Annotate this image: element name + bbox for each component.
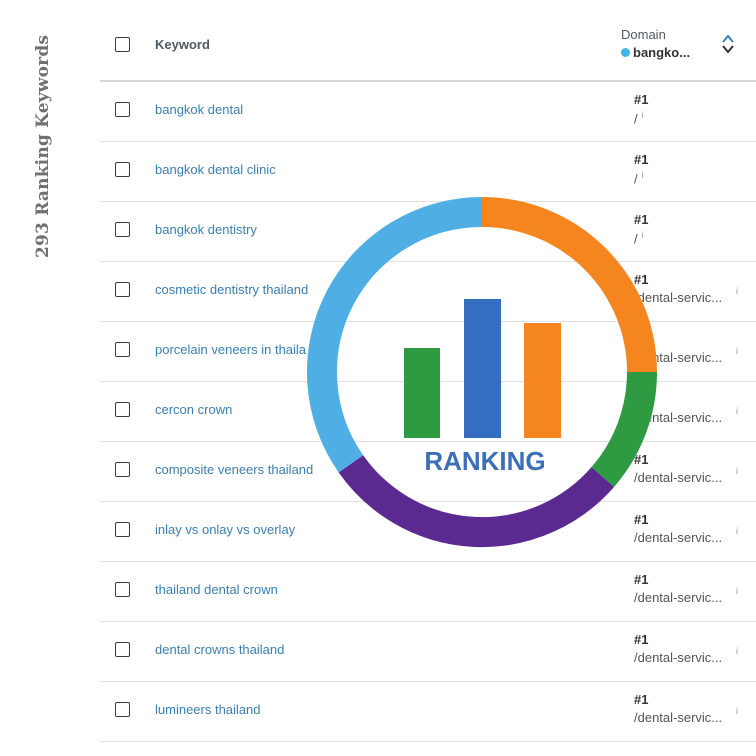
rank-position: #1 [634,512,649,527]
keyword-link[interactable]: bangkok dentistry [155,222,257,237]
info-icon[interactable]: i [736,586,738,596]
domain-color-dot [621,48,630,57]
table-row: bangkok dental clinic #1/i [100,142,756,202]
table-row: dental crowns thailand #1/dental-servic..… [100,622,756,682]
info-icon[interactable]: i [736,466,738,476]
keyword-link[interactable]: lumineers thailand [155,702,261,717]
table-row: porcelain veneers in thaila #1/dental-ser… [100,322,756,382]
ranking-url[interactable]: / i [634,110,644,126]
info-icon[interactable]: i [641,110,644,120]
info-icon[interactable]: i [736,706,738,716]
ranking-url-text: /dental-servic... [634,530,723,545]
info-icon[interactable]: i [736,406,738,416]
row-checkbox[interactable] [115,162,130,177]
select-all-checkbox[interactable] [115,37,130,52]
ranking-url[interactable]: / i [634,170,644,186]
row-checkbox[interactable] [115,522,130,537]
ranking-url-text: / [634,171,638,187]
row-checkbox[interactable] [115,462,130,477]
rank-position: #1 [634,392,649,407]
ranking-url[interactable]: /dental-servic... [634,410,722,425]
row-checkbox[interactable] [115,222,130,237]
keyword-link[interactable]: bangkok dental [155,102,244,117]
ranking-url-text: /dental-servic... [634,410,723,425]
ranking-url[interactable]: /dental-servic... [634,470,722,485]
ranking-url[interactable]: /dental-servic... [634,590,722,605]
info-icon[interactable]: i [736,286,738,296]
info-icon[interactable]: i [641,230,644,240]
ranking-url-text: / [634,111,638,127]
ranking-url-text: /dental-servic... [634,290,723,305]
table-row: bangkok dentistry #1/i [100,202,756,262]
ranking-url-text: / [634,231,638,247]
row-checkbox[interactable] [115,642,130,657]
keyword-link[interactable]: inlay vs onlay vs overlay [155,522,296,537]
keyword-link[interactable]: thailand dental crown [155,582,278,597]
rank-position: #1 [634,632,649,647]
keyword-link[interactable]: composite veneers thailand [155,462,314,477]
table-row: cosmetic dentistry thailand #1/dental-ser… [100,262,756,322]
keyword-link[interactable]: cercon crown [155,402,233,417]
row-checkbox[interactable] [115,402,130,417]
row-checkbox[interactable] [115,342,130,357]
keyword-column-header[interactable]: Keyword [155,37,210,52]
table-row: composite veneers thailand #1/dental-serv… [100,442,756,502]
row-checkbox[interactable] [115,702,130,717]
info-icon[interactable]: i [641,170,644,180]
sort-up-down-icon[interactable] [720,33,736,55]
ranking-url-text: /dental-servic... [634,710,723,725]
table-row: bangkok dental #1/i [100,82,756,142]
rank-position: #1 [634,92,649,107]
ranking-url[interactable]: /dental-servic... [634,650,722,665]
rank-position: #1 [634,332,649,347]
rank-position: #1 [634,452,649,467]
table-row: cercon crown #1/dental-servic... i [100,382,756,442]
rank-position: #1 [634,152,649,167]
table-row: inlay vs onlay vs overlay #1/dental-servi… [100,502,756,562]
ranking-url[interactable]: /dental-servic... [634,350,722,365]
ranking-keywords-count-title: 293 Ranking Keywords [33,34,53,258]
ranking-url-text: /dental-servic... [634,650,723,665]
table-header: Keyword Domain bangko... [100,0,756,82]
rank-position: #1 [634,572,649,587]
ranking-url[interactable]: /dental-servic... [634,290,722,305]
domain-value-label: bangko... [633,45,691,60]
info-icon[interactable]: i [736,526,738,536]
domain-filter-value: bangko... [621,45,690,60]
info-icon[interactable]: i [736,346,738,356]
keyword-link[interactable]: dental crowns thailand [155,642,285,657]
ranking-url[interactable]: / i [634,230,644,246]
ranking-url-text: /dental-servic... [634,590,723,605]
table-row: lumineers thailand #1/dental-servic... i [100,682,756,742]
rank-position: #1 [634,272,649,287]
table-body: bangkok dental #1/i bangkok dental clinic #… [100,82,756,742]
ranking-url[interactable]: /dental-servic... [634,710,722,725]
keyword-link[interactable]: bangkok dental clinic [155,162,276,177]
keyword-link[interactable]: cosmetic dentistry thailand [155,282,309,297]
rank-position: #1 [634,212,649,227]
info-icon[interactable]: i [736,646,738,656]
ranking-url-text: /dental-servic... [634,470,723,485]
row-checkbox[interactable] [115,582,130,597]
ranking-url-text: /dental-servic... [634,350,723,365]
row-checkbox[interactable] [115,102,130,117]
keywords-table: Keyword Domain bangko... bangkok dental #… [100,0,756,742]
ranking-url[interactable]: /dental-servic... [634,530,722,545]
rank-position: #1 [634,692,649,707]
table-row: thailand dental crown #1/dental-servic...… [100,562,756,622]
domain-column-header[interactable]: Domain [621,27,666,42]
row-checkbox[interactable] [115,282,130,297]
keyword-link[interactable]: porcelain veneers in thaila [155,342,307,357]
